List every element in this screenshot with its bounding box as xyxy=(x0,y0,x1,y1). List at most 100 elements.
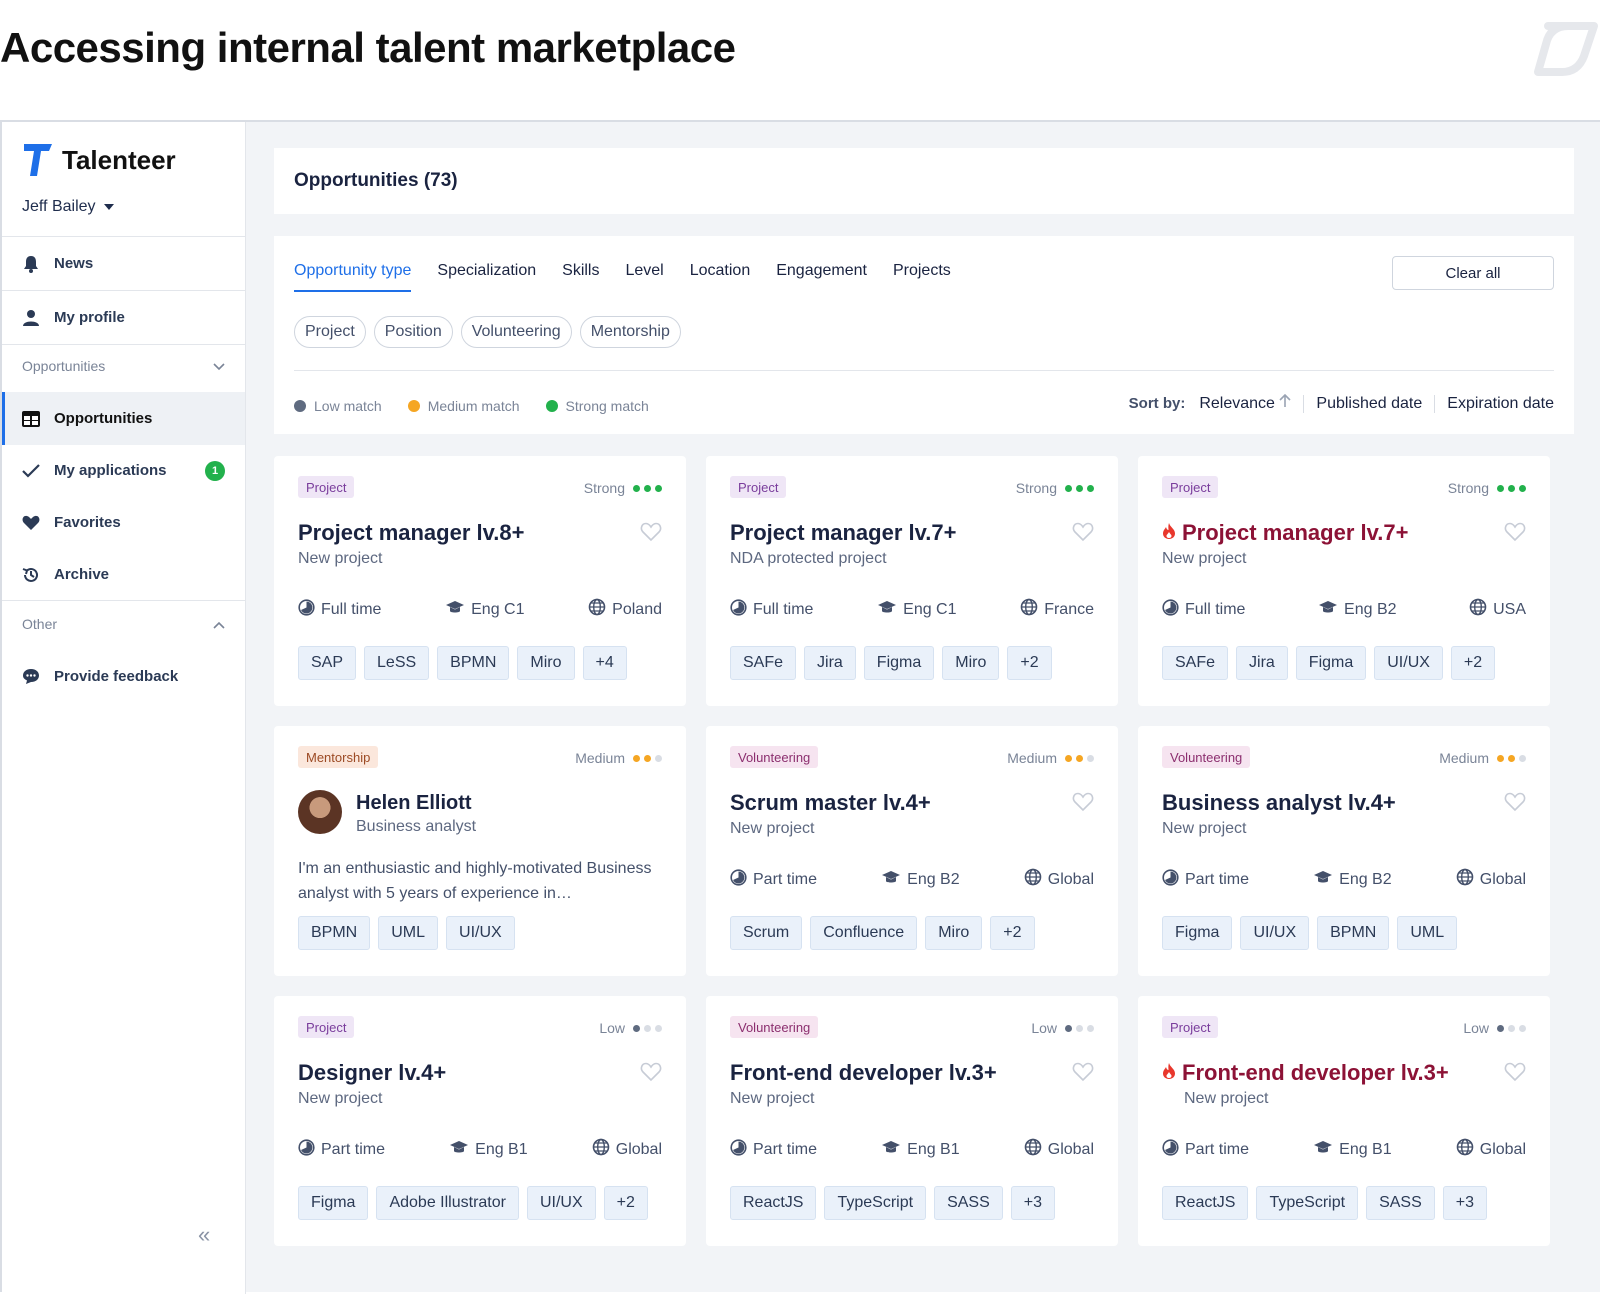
sidebar-item-opportunities[interactable]: Opportunities xyxy=(2,392,245,445)
sidebar-item-my-applications[interactable]: My applications 1 xyxy=(2,444,245,497)
skill-tag[interactable]: Miro xyxy=(517,646,575,680)
skill-tag[interactable]: BPMN xyxy=(1317,916,1390,950)
favorite-heart-icon[interactable] xyxy=(640,1062,662,1087)
filter-chip-volunteering[interactable]: Volunteering xyxy=(460,316,572,348)
tab-projects[interactable]: Projects xyxy=(892,262,951,279)
tab-skills[interactable]: Skills xyxy=(562,262,600,279)
more-skills-tag[interactable]: +2 xyxy=(1450,646,1496,680)
skill-tag[interactable]: Miro xyxy=(925,916,983,950)
sidebar-item-news[interactable]: News xyxy=(2,237,245,290)
skill-tag[interactable]: Figma xyxy=(298,1186,369,1220)
opportunity-card[interactable]: Project Strong Project manager lv.8+ New pr… xyxy=(274,456,686,706)
sidebar-item-my-profile[interactable]: My profile xyxy=(2,291,245,344)
skill-tag[interactable]: Confluence xyxy=(810,916,918,950)
sort-option-expiration-date[interactable]: Expiration date xyxy=(1434,394,1554,413)
skill-tag[interactable]: Jira xyxy=(1236,646,1288,680)
skill-tag[interactable]: Figma xyxy=(863,646,935,680)
skill-tag[interactable]: SAFe xyxy=(730,646,797,680)
more-skills-tag[interactable]: +3 xyxy=(1442,1186,1487,1220)
sort-option-published-date[interactable]: Published date xyxy=(1303,394,1434,413)
tab-specialization[interactable]: Specialization xyxy=(437,262,537,279)
opportunity-title[interactable]: Front-end developer lv.3+ xyxy=(1162,1060,1449,1086)
skill-tag[interactable]: TypeScript xyxy=(1256,1186,1359,1220)
filter-chip-project[interactable]: Project xyxy=(294,316,366,348)
section-other-toggle[interactable]: Other xyxy=(22,616,225,632)
skill-tag[interactable]: UI/UX xyxy=(526,1186,596,1220)
favorite-heart-icon[interactable] xyxy=(640,522,662,547)
opportunity-card[interactable]: Project Strong Project manager lv.7+ New pr… xyxy=(1138,456,1550,706)
more-skills-tag[interactable]: +2 xyxy=(990,916,1035,950)
filter-chip-mentorship[interactable]: Mentorship xyxy=(579,316,681,348)
tab-location[interactable]: Location xyxy=(689,262,751,279)
opportunity-card[interactable]: Volunteering Low Front-end developer lv.3+… xyxy=(706,996,1118,1246)
collapse-sidebar-icon[interactable]: « xyxy=(198,1222,211,1247)
opportunity-title[interactable]: Project manager lv.7+ xyxy=(730,520,956,546)
skill-tag[interactable]: UI/UX xyxy=(1240,916,1310,950)
match-dot xyxy=(1508,484,1515,492)
logo[interactable]: Talenteer xyxy=(22,142,176,178)
skill-tag[interactable]: BPMN xyxy=(437,646,510,680)
skill-tag[interactable]: UI/UX xyxy=(1374,646,1443,680)
skill-tag[interactable]: SASS xyxy=(934,1186,1003,1220)
skill-tag[interactable]: UML xyxy=(1397,916,1458,950)
opportunity-title[interactable]: Project manager lv.8+ xyxy=(298,520,524,546)
tab-opportunity-type[interactable]: Opportunity type xyxy=(294,262,412,292)
more-skills-tag[interactable]: +2 xyxy=(1007,646,1052,680)
opportunity-card[interactable]: Project Low Front-end developer lv.3+ New p… xyxy=(1138,996,1550,1246)
opportunity-title-text: Front-end developer lv.3+ xyxy=(1182,1060,1449,1085)
skill-tag[interactable]: Adobe Illustrator xyxy=(376,1186,519,1220)
skill-tag[interactable]: UI/UX xyxy=(446,916,515,950)
match-indicator: Low xyxy=(1031,1020,1094,1036)
sidebar-item-favorites[interactable]: Favorites xyxy=(2,496,245,549)
filter-chip-position[interactable]: Position xyxy=(373,316,453,348)
more-skills-tag[interactable]: +2 xyxy=(603,1186,648,1220)
skill-tag[interactable]: TypeScript xyxy=(824,1186,927,1220)
more-skills-tag[interactable]: +4 xyxy=(582,646,627,680)
skill-tag[interactable]: Miro xyxy=(942,646,1000,680)
skill-tag[interactable]: SAP xyxy=(298,646,357,680)
skill-tag[interactable]: Scrum xyxy=(730,916,803,950)
favorite-heart-icon[interactable] xyxy=(1072,1062,1094,1087)
opportunity-title[interactable]: Business analyst lv.4+ xyxy=(1162,790,1396,816)
sort-option-relevance[interactable]: Relevance xyxy=(1199,393,1303,413)
opportunity-grid: Project Strong Project manager lv.8+ New pr… xyxy=(274,456,1574,1246)
opportunity-card[interactable]: Project Strong Project manager lv.7+ NDA pr… xyxy=(706,456,1118,706)
favorite-heart-icon[interactable] xyxy=(1504,792,1526,817)
user-menu[interactable]: Jeff Bailey xyxy=(22,198,114,216)
skill-tag[interactable]: LeSS xyxy=(364,646,430,680)
clear-all-button[interactable]: Clear all xyxy=(1392,256,1554,290)
favorite-heart-icon[interactable] xyxy=(1072,522,1094,547)
tab-engagement[interactable]: Engagement xyxy=(776,262,867,279)
favorite-heart-icon[interactable] xyxy=(1072,792,1094,817)
opportunity-card[interactable]: Mentorship Medium Helen Elliott Business an… xyxy=(274,726,686,976)
opportunity-title[interactable]: Designer lv.4+ xyxy=(298,1060,446,1086)
skill-tag[interactable]: BPMN xyxy=(298,916,371,950)
favorite-heart-icon[interactable] xyxy=(1504,522,1526,547)
sidebar-item-archive[interactable]: Archive xyxy=(2,548,245,601)
mentor-name[interactable]: Helen Elliott xyxy=(356,792,472,814)
opportunity-title[interactable]: Front-end developer lv.3+ xyxy=(730,1060,997,1086)
match-dot xyxy=(1076,1024,1083,1032)
opportunity-title[interactable]: Project manager lv.7+ xyxy=(1162,520,1408,546)
sidebar-item-provide-feedback[interactable]: Provide feedback xyxy=(2,650,245,703)
favorite-heart-icon[interactable] xyxy=(1504,1062,1526,1087)
opportunity-card[interactable]: Project Low Designer lv.4+ New project Part … xyxy=(274,996,686,1246)
skill-tag[interactable]: SASS xyxy=(1366,1186,1435,1220)
section-opportunities-toggle[interactable]: Opportunities xyxy=(22,358,225,374)
skill-tag[interactable]: Figma xyxy=(1162,916,1233,950)
opportunity-card[interactable]: Volunteering Medium Business analyst lv.4+… xyxy=(1138,726,1550,976)
skill-tag[interactable]: Jira xyxy=(804,646,856,680)
skill-tag[interactable]: ReactJS xyxy=(1162,1186,1249,1220)
skill-tag[interactable]: ReactJS xyxy=(730,1186,817,1220)
opportunity-subtitle: New project xyxy=(1162,550,1247,567)
skill-tag[interactable]: SAFe xyxy=(1162,646,1229,680)
opportunity-card[interactable]: Volunteering Medium Scrum master lv.4+ New … xyxy=(706,726,1118,976)
skill-tag[interactable]: Figma xyxy=(1295,646,1367,680)
opportunity-subtitle: New project xyxy=(730,1090,815,1107)
skill-tag[interactable]: UML xyxy=(378,916,439,950)
location-text: Poland xyxy=(612,600,662,618)
more-skills-tag[interactable]: +3 xyxy=(1010,1186,1055,1220)
tab-level[interactable]: Level xyxy=(625,262,664,279)
opportunity-title[interactable]: Scrum master lv.4+ xyxy=(730,790,931,816)
clock-icon xyxy=(1162,868,1179,891)
